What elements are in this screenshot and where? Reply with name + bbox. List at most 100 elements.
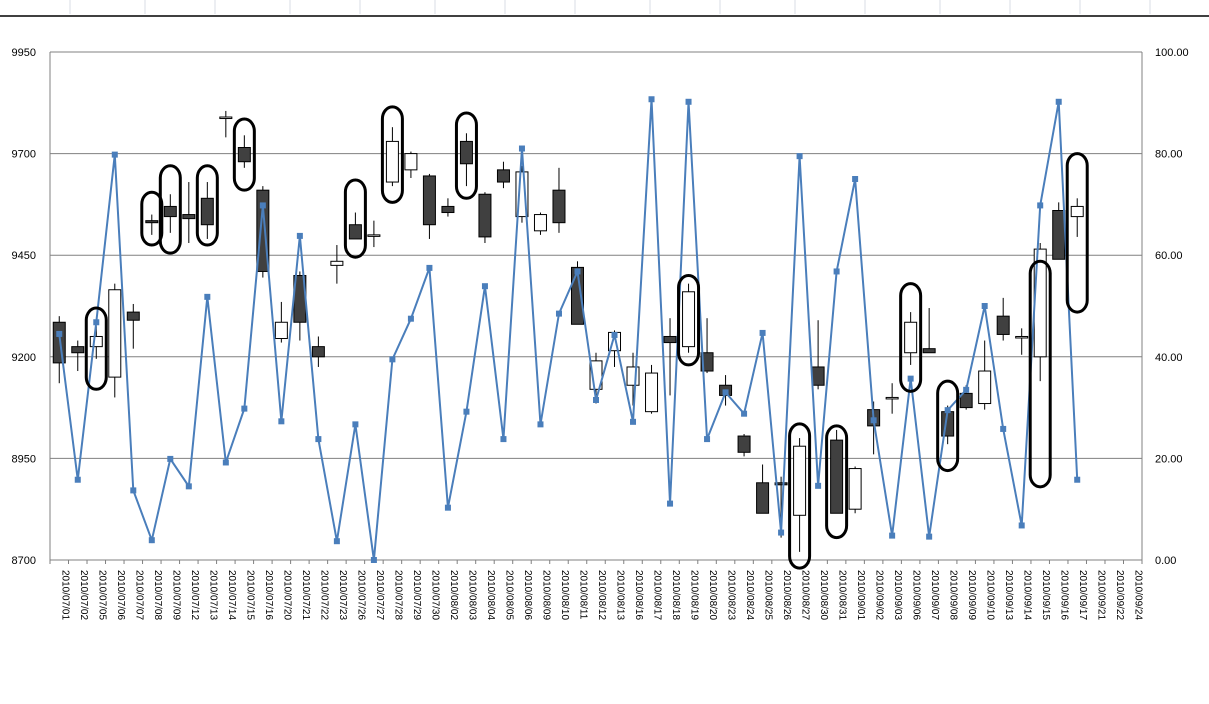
highlight-oval bbox=[158, 164, 182, 255]
candle bbox=[145, 214, 159, 235]
candle-body-down bbox=[811, 366, 825, 386]
candle-body-down bbox=[996, 315, 1010, 335]
candle-body-down bbox=[774, 482, 788, 486]
series-marker bbox=[93, 319, 100, 326]
x-axis-tick-label: 2010/09/01 bbox=[855, 570, 866, 620]
x-axis-tick-label: 2010/08/17 bbox=[652, 570, 663, 620]
x-axis-tick-label: 2010/09/16 bbox=[1059, 570, 1070, 620]
candle-body-down bbox=[422, 175, 436, 226]
x-axis-tick-label: 2010/07/16 bbox=[263, 570, 274, 620]
right-axis-tick-label: 40.00 bbox=[1155, 352, 1183, 364]
candle bbox=[126, 303, 140, 349]
candle-body-up bbox=[682, 291, 696, 348]
x-axis-tick-label: 2010/08/19 bbox=[689, 570, 700, 620]
candle bbox=[200, 182, 214, 239]
highlight-oval bbox=[195, 164, 219, 247]
x-axis-tick-label: 2010/08/13 bbox=[615, 570, 626, 620]
series-marker bbox=[611, 331, 618, 338]
x-axis-tick-label: 2010/07/26 bbox=[355, 570, 366, 620]
candle bbox=[89, 326, 103, 359]
x-axis-tick-label: 2010/08/05 bbox=[503, 570, 514, 620]
candle bbox=[663, 318, 677, 396]
series-marker bbox=[444, 504, 451, 511]
x-axis-tick-label: 2010/09/02 bbox=[874, 570, 885, 620]
candle bbox=[645, 364, 659, 414]
candle bbox=[108, 283, 122, 398]
x-axis-tick-label: 2010/09/21 bbox=[1096, 570, 1107, 620]
series-marker bbox=[352, 421, 359, 428]
x-axis-tick-label: 2010/08/18 bbox=[670, 570, 681, 620]
candle-body-up bbox=[904, 321, 918, 354]
candle bbox=[367, 220, 381, 248]
x-axis-tick-label: 2010/08/04 bbox=[485, 570, 496, 620]
candle bbox=[756, 464, 770, 514]
series-marker bbox=[204, 293, 211, 300]
series-marker bbox=[648, 96, 655, 103]
series-marker bbox=[370, 557, 377, 563]
series-marker bbox=[259, 202, 266, 209]
left-axis-tick-labels: 8700 8950 9200 9450 9700 9950 bbox=[12, 47, 36, 567]
candle-body-up bbox=[108, 289, 122, 378]
series-marker bbox=[630, 418, 637, 425]
x-axis-tick-label: 2010/09/22 bbox=[1114, 570, 1125, 620]
candle bbox=[478, 192, 492, 244]
x-axis-tick-label: 2010/08/09 bbox=[540, 570, 551, 620]
candle-body-down bbox=[663, 335, 677, 344]
series-marker bbox=[426, 264, 433, 271]
candle-body-up bbox=[848, 468, 862, 510]
x-axis-tick-label: 2010/07/28 bbox=[392, 570, 403, 620]
candle bbox=[330, 245, 344, 284]
series-marker bbox=[704, 436, 711, 443]
candle bbox=[496, 161, 510, 189]
x-axis-tick-label: 2010/07/02 bbox=[78, 570, 89, 620]
x-axis-tick-label: 2010/07/14 bbox=[226, 570, 237, 620]
x-axis-tick-label: 2010/07/23 bbox=[337, 570, 348, 620]
candle bbox=[978, 340, 992, 410]
series-marker bbox=[1074, 476, 1081, 483]
series-marker bbox=[1037, 202, 1044, 209]
series-marker bbox=[889, 532, 896, 539]
x-axis-tick-label: 2010/09/08 bbox=[948, 570, 959, 620]
candle bbox=[1070, 198, 1084, 237]
series-marker bbox=[685, 98, 692, 105]
series-marker bbox=[481, 283, 488, 290]
series-marker bbox=[555, 310, 562, 317]
series-marker bbox=[778, 529, 785, 536]
highlight-oval bbox=[788, 422, 812, 570]
x-axis-tick-label: 2010/07/06 bbox=[115, 570, 126, 620]
series-marker bbox=[241, 405, 248, 412]
x-axis-tick-label: 2010/08/25 bbox=[763, 570, 774, 620]
x-axis-tick-label: 2010/07/07 bbox=[133, 570, 144, 620]
series-marker bbox=[815, 482, 822, 489]
series-marker bbox=[593, 396, 599, 403]
candle bbox=[441, 198, 455, 217]
x-axis-tick-label: 2010/09/06 bbox=[911, 570, 922, 620]
left-axis-tick-label: 8700 bbox=[12, 555, 36, 567]
candle-body-up bbox=[978, 370, 992, 405]
x-axis-tick-label: 2010/07/01 bbox=[59, 570, 70, 620]
highlight-oval bbox=[1028, 259, 1052, 489]
highlight-oval bbox=[84, 306, 108, 391]
candle bbox=[404, 151, 418, 178]
candle bbox=[71, 340, 85, 372]
line-series bbox=[56, 96, 1081, 563]
series-marker bbox=[981, 303, 988, 309]
series-marker bbox=[963, 386, 970, 393]
x-axis-tick-label: 2010/07/15 bbox=[244, 570, 255, 620]
x-axis-tick-label: 2010/08/30 bbox=[818, 570, 829, 620]
left-axis-tick-label: 8950 bbox=[12, 453, 36, 465]
series-marker bbox=[1018, 522, 1025, 529]
candle-body-down bbox=[182, 214, 196, 220]
candle bbox=[1033, 243, 1047, 382]
candle bbox=[219, 110, 233, 138]
candle bbox=[274, 301, 288, 343]
right-axis-tick-label: 0.00 bbox=[1155, 555, 1176, 567]
highlight-oval bbox=[454, 111, 478, 200]
series-marker bbox=[1000, 425, 1007, 432]
candle bbox=[793, 438, 807, 552]
x-axis-tick-label: 2010/08/12 bbox=[596, 570, 607, 620]
x-axis-tick-label: 2010/09/07 bbox=[929, 570, 940, 620]
candle bbox=[552, 167, 566, 233]
candle-body-up bbox=[533, 214, 547, 232]
